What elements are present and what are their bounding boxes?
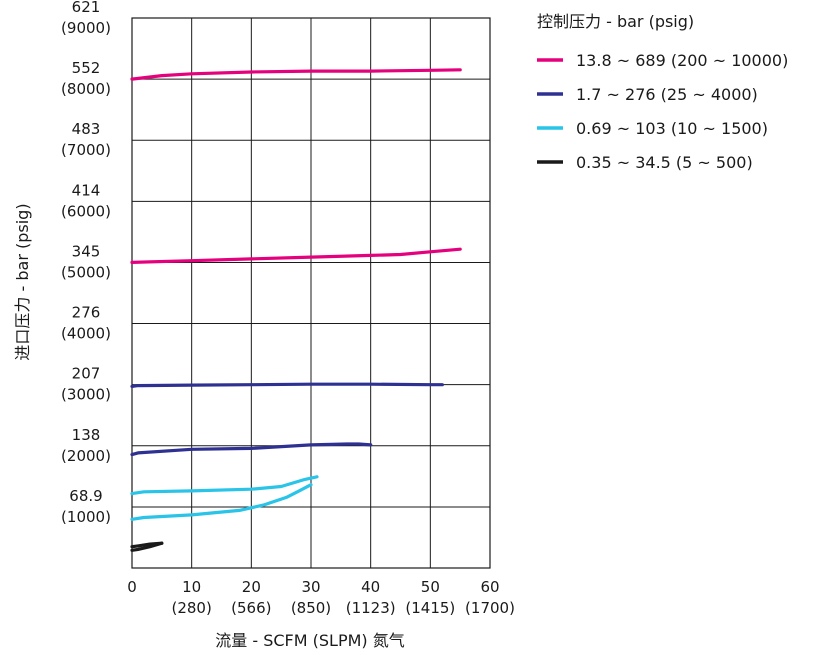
x-tick-label-slpm: (280) (171, 599, 211, 617)
grid (131, 17, 491, 568)
y-tick-label-psig: (3000) (61, 386, 111, 404)
plot-area-frame (131, 17, 491, 569)
x-tick-label: 40 (361, 578, 380, 596)
x-tick-label-slpm: (1415) (405, 599, 455, 617)
y-tick-label: 621 (72, 0, 101, 16)
series-line (130, 475, 319, 496)
y-tick-label: 207 (72, 365, 101, 383)
y-tick-label: 414 (72, 181, 101, 199)
y-tick-label: 345 (72, 242, 101, 260)
x-tick-label: 60 (480, 578, 499, 596)
y-tick-label-psig: (7000) (61, 141, 111, 159)
y-tick-label: 138 (72, 426, 101, 444)
y-tick-label: 483 (72, 120, 101, 138)
x-tick-label: 0 (127, 578, 137, 596)
series-line (130, 442, 373, 457)
y-tick-label-psig: (2000) (61, 447, 111, 465)
legend-title: 控制压力 - bar (psig) (537, 12, 694, 31)
series-line (130, 541, 164, 549)
x-tick-label: 50 (421, 578, 440, 596)
x-tick-label-slpm: (1123) (346, 599, 396, 617)
x-tick-label-slpm: (1700) (465, 599, 515, 617)
x-tick-label: 30 (301, 578, 320, 596)
series-layer (130, 68, 462, 552)
y-tick-label-psig: (8000) (61, 80, 111, 98)
x-tick-label-slpm: (566) (231, 599, 271, 617)
series-line (130, 382, 444, 388)
legend: 13.8 ~ 689 (200 ~ 10000) 1.7 ~ 276 (25 ~ … (537, 51, 788, 172)
x-axis-title: 流量 - SCFM (SLPM) 氮气 (215, 631, 404, 650)
y-tick-label: 68.9 (69, 487, 102, 505)
legend-label: 13.8 ~ 689 (200 ~ 10000) (576, 51, 788, 70)
legend-label: 1.7 ~ 276 (25 ~ 4000) (576, 85, 758, 104)
series-line (130, 68, 462, 81)
series-line (130, 247, 462, 264)
legend-label: 0.69 ~ 103 (10 ~ 1500) (576, 119, 768, 138)
y-tick-label: 552 (72, 59, 101, 77)
y-tick-label-psig: (5000) (61, 263, 111, 281)
y-tick-label-psig: (9000) (61, 19, 111, 37)
legend-label: 0.35 ~ 34.5 (5 ~ 500) (576, 153, 753, 172)
y-axis-title: 进口压力 - bar (psig) (13, 203, 32, 360)
x-tick-label: 10 (182, 578, 201, 596)
y-tick-label-psig: (1000) (61, 508, 111, 526)
x-tick-labels: 0 10 (280) 20 (566) 30 (850) 40 (1123) 50 (1415) 60… (127, 578, 515, 617)
y-tick-label-psig: (6000) (61, 202, 111, 220)
x-tick-label-slpm: (850) (291, 599, 331, 617)
x-tick-label: 20 (242, 578, 261, 596)
y-tick-label-psig: (4000) (61, 325, 111, 343)
y-tick-label: 276 (72, 304, 101, 322)
y-tick-labels: 68.9 (1000) 138 (2000) 207 (3000) 276 (4000) 345… (61, 0, 111, 526)
series-line (130, 483, 313, 521)
